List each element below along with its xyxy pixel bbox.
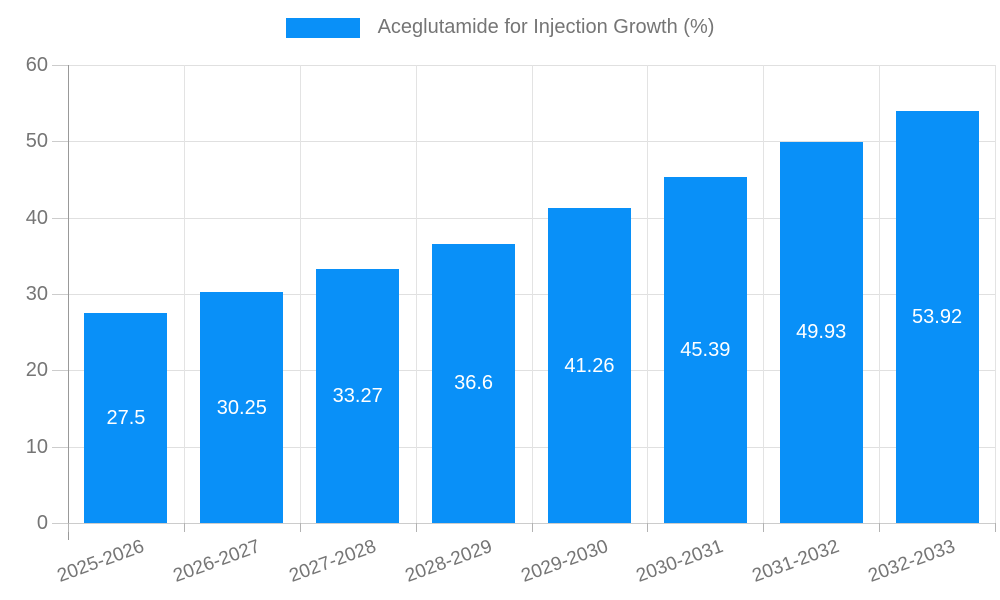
- gridline-vertical: [415, 65, 417, 523]
- bar[interactable]: [663, 176, 747, 523]
- y-tick-label: 0: [36, 512, 48, 534]
- bar-value-label: 30.25: [216, 396, 267, 419]
- x-axis-line: [52, 523, 995, 524]
- gridline-vertical: [647, 65, 649, 523]
- x-tick-label: 2026-2027: [170, 536, 263, 587]
- x-axis-tick: [763, 523, 765, 532]
- bar[interactable]: [316, 269, 400, 523]
- y-tick-label: 40: [25, 206, 48, 229]
- bar-value-label: 33.27: [332, 385, 383, 408]
- bar[interactable]: [84, 313, 168, 523]
- bar-value-label: 45.39: [680, 338, 731, 361]
- gridline-vertical: [879, 65, 881, 523]
- gridline-vertical: [995, 65, 996, 523]
- gridline-vertical: [183, 65, 185, 523]
- x-axis-tick: [299, 523, 301, 532]
- x-axis-tick: [531, 523, 533, 532]
- bar-value-label: 41.26: [564, 354, 615, 377]
- bar[interactable]: [200, 292, 284, 523]
- x-tick-label: 2030-2031: [633, 536, 727, 587]
- x-axis-tick: [647, 523, 649, 532]
- bar-value-label: 49.93: [796, 321, 847, 344]
- bar-value-label: 36.6: [454, 372, 494, 395]
- y-axis-tick: [52, 65, 68, 66]
- x-axis-tick: [415, 523, 417, 532]
- legend-label: Aceglutamide for Injection Growth (%): [377, 16, 715, 38]
- y-axis-tick: [52, 141, 68, 143]
- y-axis-tick: [52, 294, 68, 295]
- y-axis-tick: [52, 370, 68, 372]
- bar[interactable]: [547, 208, 631, 523]
- x-tick-label: 2031-2032: [749, 536, 843, 587]
- x-tick-label: 2027-2028: [286, 536, 379, 587]
- gridline-vertical: [299, 65, 301, 523]
- legend-swatch-icon: [285, 17, 360, 38]
- bar-value-label: 27.5: [106, 407, 146, 430]
- y-tick-label: 60: [25, 54, 48, 76]
- gridline-vertical: [763, 65, 765, 523]
- y-tick-label: 30: [25, 283, 48, 305]
- x-axis-tick: [995, 523, 996, 532]
- x-tick-label: 2029-2030: [518, 536, 611, 587]
- gridline-vertical: [531, 65, 533, 523]
- x-axis-tick: [183, 523, 185, 532]
- y-tick-label: 10: [25, 435, 48, 458]
- bar[interactable]: [432, 243, 516, 523]
- bar-value-label: 53.92: [912, 306, 963, 329]
- x-tick-label: 2032-2033: [865, 536, 959, 587]
- bar[interactable]: [779, 141, 863, 523]
- x-tick-label: 2025-2026: [54, 536, 148, 587]
- y-axis-tick: [52, 217, 68, 219]
- y-axis-tick: [52, 446, 68, 448]
- bar[interactable]: [895, 111, 979, 523]
- x-axis-tick: [879, 523, 881, 532]
- y-axis-line: [68, 65, 69, 540]
- y-tick-label: 20: [25, 359, 48, 382]
- x-axis-tick: [68, 523, 69, 532]
- x-tick-label: 2028-2029: [402, 536, 495, 587]
- y-tick-label: 50: [25, 130, 48, 153]
- chart-legend[interactable]: Aceglutamide for Injection Growth (%): [0, 16, 1000, 39]
